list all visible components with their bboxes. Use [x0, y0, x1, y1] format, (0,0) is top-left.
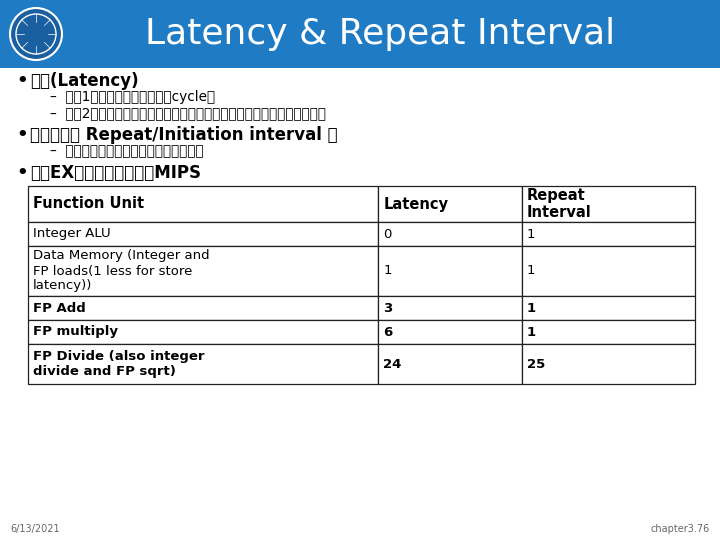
- Text: Latency: Latency: [383, 197, 448, 212]
- Text: 对于EX部件流水化的新的MIPS: 对于EX部件流水化的新的MIPS: [30, 164, 201, 182]
- Text: 6/13/2021: 6/13/2021: [10, 524, 60, 534]
- Text: chapter3.76: chapter3.76: [651, 524, 710, 534]
- Bar: [28, 344, 378, 384]
- Bar: [378, 186, 521, 222]
- Bar: [28, 186, 378, 222]
- Bar: [521, 222, 695, 246]
- Text: 24: 24: [383, 357, 402, 370]
- Text: 3: 3: [383, 301, 392, 314]
- Bar: [28, 320, 378, 344]
- Text: 1: 1: [526, 265, 535, 278]
- Text: 0: 0: [383, 227, 392, 240]
- Text: –  定义1：完成某一操作所需的cycle数: – 定义1：完成某一操作所需的cycle数: [50, 90, 215, 104]
- Bar: [521, 344, 695, 384]
- Text: 25: 25: [526, 357, 545, 370]
- Bar: [378, 296, 521, 320]
- Bar: [521, 186, 695, 222]
- Text: FP Divide (also integer
divide and FP sqrt): FP Divide (also integer divide and FP sq…: [33, 350, 204, 378]
- Text: •: •: [16, 72, 27, 90]
- Bar: [378, 246, 521, 296]
- Bar: [378, 344, 521, 384]
- Text: Repeat
Interval: Repeat Interval: [526, 188, 591, 220]
- Text: 1: 1: [526, 227, 535, 240]
- Text: Latency & Repeat Interval: Latency & Repeat Interval: [145, 17, 615, 51]
- Bar: [521, 296, 695, 320]
- Text: FP Add: FP Add: [33, 301, 86, 314]
- Text: Function Unit: Function Unit: [33, 197, 144, 212]
- Bar: [378, 222, 521, 246]
- Text: 1: 1: [526, 301, 536, 314]
- Bar: [378, 320, 521, 344]
- Bar: [28, 222, 378, 246]
- Text: 6: 6: [383, 326, 392, 339]
- Bar: [28, 296, 378, 320]
- Text: 循环间隔（ Repeat/Initiation interval ）: 循环间隔（ Repeat/Initiation interval ）: [30, 126, 338, 144]
- Text: Data Memory (Integer and
FP loads(1 less for store
latency)): Data Memory (Integer and FP loads(1 less…: [33, 249, 210, 293]
- Text: Integer ALU: Integer ALU: [33, 227, 111, 240]
- Text: 1: 1: [383, 265, 392, 278]
- Text: FP multiply: FP multiply: [33, 326, 118, 339]
- Text: 1: 1: [526, 326, 536, 339]
- Text: •: •: [16, 164, 27, 182]
- Bar: [0, 0, 720, 68]
- Bar: [28, 246, 378, 296]
- Circle shape: [10, 8, 62, 60]
- Text: –  发射相同类型的操作所需的间隔周期数: – 发射相同类型的操作所需的间隔周期数: [50, 144, 204, 158]
- Bar: [521, 246, 695, 296]
- Bar: [521, 320, 695, 344]
- Text: –  定义2：使用当前指令所产生结果的指令与当前指令间的最小间隔周期数: – 定义2：使用当前指令所产生结果的指令与当前指令间的最小间隔周期数: [50, 106, 326, 120]
- Text: 延时(Latency): 延时(Latency): [30, 72, 139, 90]
- Text: •: •: [16, 126, 27, 144]
- Bar: [0, 68, 720, 540]
